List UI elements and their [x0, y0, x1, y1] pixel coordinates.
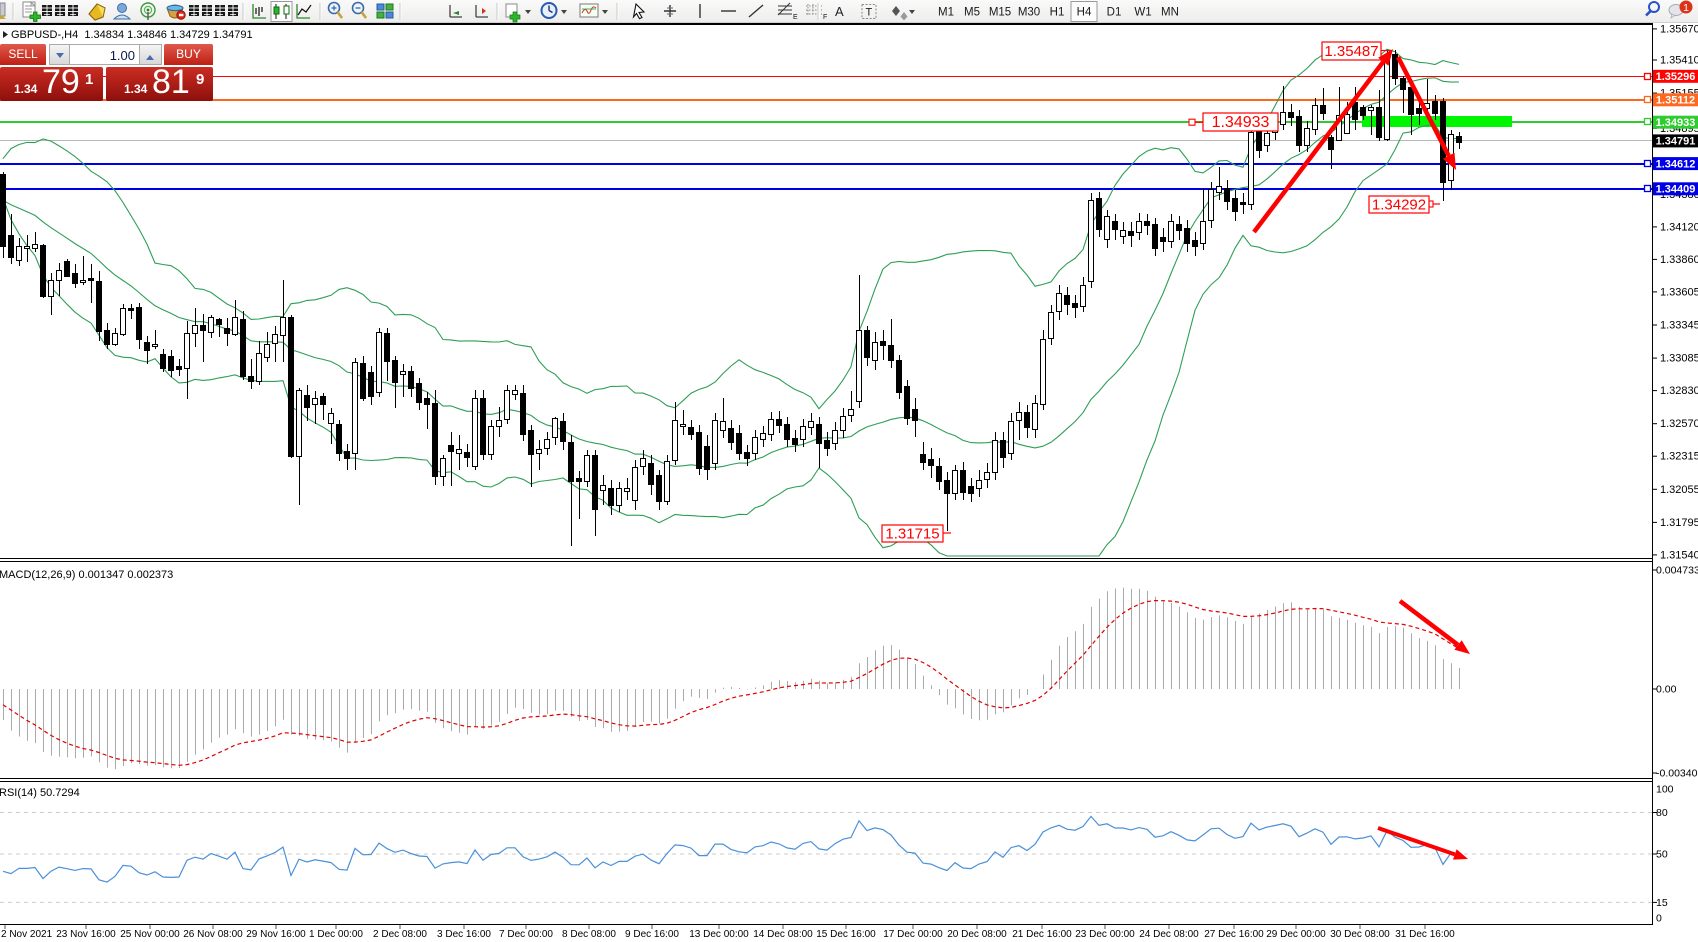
svg-text:1.34612: 1.34612 [1656, 158, 1696, 170]
svg-text:1.35112: 1.35112 [1656, 95, 1695, 107]
svg-text:M5: M5 [964, 7, 980, 19]
svg-text:7 Dec 00:00: 7 Dec 00:00 [499, 929, 553, 940]
svg-text:M15: M15 [989, 7, 1011, 19]
svg-text:80: 80 [1656, 807, 1668, 819]
svg-text:H1: H1 [1050, 7, 1065, 19]
svg-text:1.33085: 1.33085 [1660, 353, 1698, 365]
svg-text:8 Dec 08:00: 8 Dec 08:00 [562, 929, 616, 940]
svg-text:25 Nov 00:00: 25 Nov 00:00 [120, 929, 180, 940]
svg-text:15 Dec 16:00: 15 Dec 16:00 [816, 929, 876, 940]
svg-text:26 Nov 08:00: 26 Nov 08:00 [183, 929, 243, 940]
svg-text:27 Dec 16:00: 27 Dec 16:00 [1204, 929, 1264, 940]
svg-text:3 Dec 16:00: 3 Dec 16:00 [437, 929, 491, 940]
svg-text:29 Dec 00:00: 29 Dec 00:00 [1266, 929, 1326, 940]
svg-text:1.32315: 1.32315 [1660, 451, 1698, 463]
svg-text:14 Dec 08:00: 14 Dec 08:00 [753, 929, 813, 940]
svg-text:1.35487: 1.35487 [1324, 43, 1378, 60]
svg-text:1.32570: 1.32570 [1660, 418, 1698, 430]
svg-text:W1: W1 [1134, 7, 1151, 19]
svg-text:13 Dec 00:00: 13 Dec 00:00 [689, 929, 749, 940]
svg-text:0: 0 [1656, 913, 1662, 925]
svg-text:1: 1 [1683, 2, 1689, 14]
svg-text:MN: MN [1161, 7, 1179, 19]
svg-text:H4: H4 [1077, 7, 1092, 19]
svg-text:RSI(14) 50.7294: RSI(14) 50.7294 [0, 787, 80, 799]
svg-text:1.31715: 1.31715 [885, 526, 939, 543]
svg-text:23 Dec 00:00: 23 Dec 00:00 [1075, 929, 1135, 940]
svg-text:M1: M1 [938, 7, 954, 19]
svg-text:D1: D1 [1107, 7, 1122, 19]
svg-text:1.33605: 1.33605 [1660, 286, 1698, 298]
svg-text:F: F [823, 14, 827, 21]
svg-text:1.35410: 1.35410 [1660, 55, 1698, 67]
svg-text:17 Dec 00:00: 17 Dec 00:00 [883, 929, 943, 940]
svg-text:0.004733: 0.004733 [1656, 565, 1698, 577]
svg-text:9 Dec 16:00: 9 Dec 16:00 [625, 929, 679, 940]
svg-text:29 Nov 16:00: 29 Nov 16:00 [246, 929, 306, 940]
svg-text:1.32830: 1.32830 [1660, 385, 1698, 397]
svg-text:1.34791: 1.34791 [1656, 136, 1696, 148]
svg-text:1.31795: 1.31795 [1660, 517, 1698, 529]
svg-text:23 Nov 16:00: 23 Nov 16:00 [56, 929, 116, 940]
svg-text:1.34933: 1.34933 [1212, 114, 1270, 131]
svg-text:1.32055: 1.32055 [1660, 484, 1698, 496]
svg-text:E: E [793, 14, 798, 21]
svg-text:1.35670: 1.35670 [1660, 23, 1698, 35]
svg-text:1.34409: 1.34409 [1656, 184, 1696, 196]
svg-text:-0.003403: -0.003403 [1656, 768, 1698, 780]
svg-text:1.33860: 1.33860 [1660, 254, 1698, 266]
svg-text:100: 100 [1656, 784, 1674, 796]
svg-text:15: 15 [1656, 897, 1668, 909]
svg-text:24 Dec 08:00: 24 Dec 08:00 [1139, 929, 1199, 940]
svg-text:T: T [866, 7, 873, 19]
svg-text:A: A [835, 4, 844, 19]
svg-text:50: 50 [1656, 849, 1668, 861]
svg-text:21 Dec 16:00: 21 Dec 16:00 [1012, 929, 1072, 940]
svg-text:0.00: 0.00 [1656, 684, 1677, 696]
svg-text:1.31540: 1.31540 [1660, 549, 1698, 561]
svg-text:MACD(12,26,9) 0.001347 0.00237: MACD(12,26,9) 0.001347 0.002373 [0, 569, 173, 581]
svg-text:1.34120: 1.34120 [1660, 221, 1698, 233]
svg-text:1.35296: 1.35296 [1656, 71, 1696, 83]
svg-text:1 Dec 00:00: 1 Dec 00:00 [309, 929, 363, 940]
svg-text:2 Nov 2021: 2 Nov 2021 [1, 929, 53, 940]
svg-text:20 Dec 08:00: 20 Dec 08:00 [947, 929, 1007, 940]
svg-text:1.34292: 1.34292 [1372, 197, 1426, 214]
svg-text:31 Dec 16:00: 31 Dec 16:00 [1395, 929, 1455, 940]
svg-text:2 Dec 08:00: 2 Dec 08:00 [373, 929, 427, 940]
svg-text:1.33345: 1.33345 [1660, 320, 1698, 332]
svg-text:30 Dec 08:00: 30 Dec 08:00 [1330, 929, 1390, 940]
svg-text:M30: M30 [1018, 7, 1040, 19]
svg-text:1.34933: 1.34933 [1656, 117, 1696, 129]
svg-text:GBPUSD-,H4 1.34834 1.34846 1.: GBPUSD-,H4 1.34834 1.34846 1.34729 1.347… [11, 29, 253, 41]
